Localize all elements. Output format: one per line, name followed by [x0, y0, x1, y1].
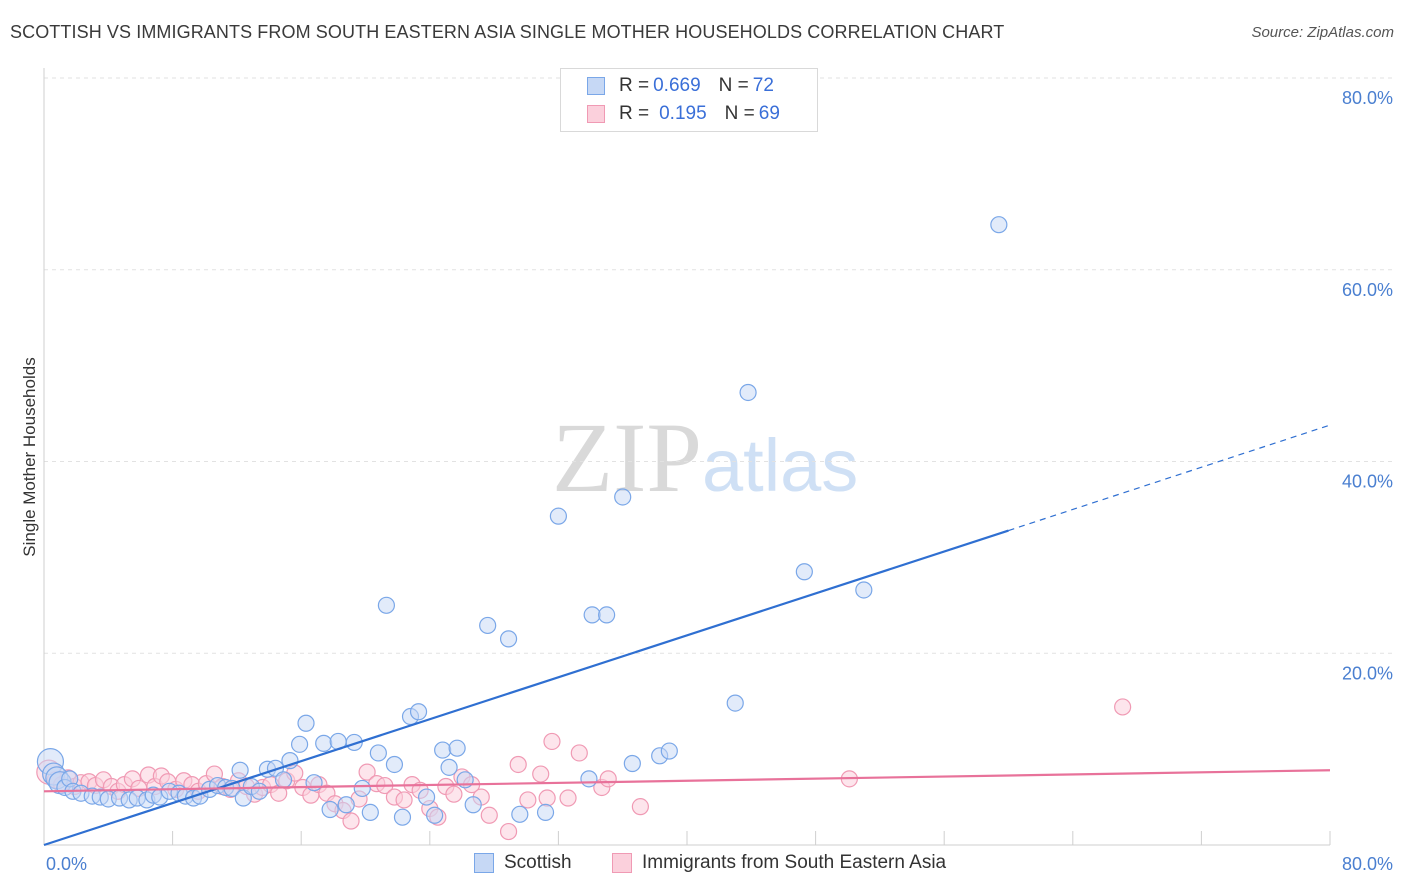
legend-n-value: 72 [752, 75, 774, 96]
point-scottish [385, 755, 404, 774]
watermark-atlas: atlas [702, 424, 859, 507]
legend-item-scottish[interactable]: Scottish [474, 852, 572, 874]
point-scottish [580, 770, 598, 788]
point-immigrants [480, 806, 498, 824]
y-tick-label: 80.0% [1342, 88, 1393, 108]
legend-r-label: R = [619, 75, 650, 96]
legend-swatch-immigrants [612, 853, 632, 873]
point-scottish [315, 734, 333, 752]
point-immigrants [532, 765, 550, 783]
point-scottish [448, 739, 466, 757]
point-immigrants [395, 791, 413, 809]
point-scottish [361, 803, 379, 822]
point-scottish [321, 800, 339, 819]
legend-swatch-scottish [474, 853, 494, 873]
point-scottish [369, 744, 387, 762]
legend-label-immigrants: Immigrants from South Eastern Asia [642, 852, 947, 873]
point-immigrants [570, 744, 588, 762]
legend-n-label: N = [718, 75, 749, 96]
point-scottish [393, 808, 412, 826]
point-immigrants [509, 755, 527, 774]
y-tick-label: 60.0% [1342, 280, 1393, 300]
point-immigrants [358, 763, 376, 781]
point-immigrants [538, 789, 556, 807]
point-scottish [536, 803, 555, 822]
point-scottish [409, 703, 428, 721]
legend-row-immigrants: R = 0.195 N = 69 [587, 102, 780, 126]
x-tick-label: 80.0% [1342, 854, 1393, 874]
axes [43, 68, 1331, 846]
point-scottish [417, 788, 436, 806]
tick-labels: 20.0% 40.0% 60.0% 80.0% 0.0% 80.0% [46, 88, 1393, 874]
point-scottish [795, 563, 813, 581]
legend-n-value: 69 [758, 103, 780, 124]
point-scottish [426, 806, 444, 824]
series-scottish-points [36, 216, 1008, 826]
point-scottish [297, 714, 315, 732]
chart-title: SCOTTISH VS IMMIGRANTS FROM SOUTH EASTER… [10, 22, 1005, 42]
trend-line-immigrants [43, 769, 1331, 793]
point-immigrants [499, 822, 518, 841]
legend-row-scottish: R = 0.669 N = 72 [587, 74, 774, 98]
point-scottish [305, 774, 323, 792]
point-immigrants [1114, 698, 1132, 716]
trend-line-scottish-extension [1008, 424, 1331, 532]
x-tick-label: 0.0% [46, 854, 87, 874]
legend-r-value: 0.195 [659, 103, 707, 124]
point-scottish [434, 741, 452, 759]
point-immigrants [445, 785, 463, 803]
source-credit: Source: ZipAtlas.com [1251, 24, 1394, 41]
point-immigrants [519, 791, 537, 809]
point-scottish [337, 796, 355, 814]
point-scottish [660, 742, 678, 760]
point-scottish [250, 782, 269, 800]
point-immigrants [543, 732, 561, 751]
point-scottish [598, 606, 616, 624]
trend-line-scottish [43, 529, 1009, 847]
correlation-legend: R = 0.669 N = 72 R = 0.195 N = 69 [560, 68, 818, 132]
point-scottish [549, 507, 568, 525]
y-tick-label: 40.0% [1342, 472, 1393, 492]
point-scottish [353, 779, 371, 798]
series-legend: Scottish Immigrants from South Eastern A… [0, 852, 1406, 878]
legend-swatch-scottish [587, 77, 605, 95]
point-scottish [231, 761, 249, 779]
point-scottish [464, 796, 482, 814]
point-scottish [739, 383, 757, 402]
y-tick-label: 20.0% [1342, 663, 1393, 683]
legend-n-label: N = [724, 103, 755, 124]
legend-r-label: R = [619, 103, 650, 124]
point-scottish [623, 754, 641, 773]
point-immigrants [631, 798, 649, 816]
point-scottish [290, 735, 309, 753]
point-scottish [990, 216, 1008, 234]
point-scottish [726, 694, 744, 712]
trend-lines [43, 424, 1331, 847]
legend-swatch-immigrants [587, 105, 605, 123]
point-scottish [499, 630, 518, 648]
series-immigrants-points [36, 698, 1132, 841]
point-scottish [440, 758, 458, 776]
y-axis-label: Single Mother Households [20, 357, 39, 556]
point-scottish [614, 488, 632, 506]
point-scottish [274, 771, 293, 789]
grid-lines [44, 77, 1394, 654]
point-scottish [377, 596, 395, 614]
point-scottish [345, 733, 363, 752]
point-scottish [855, 581, 873, 599]
point-scottish [479, 616, 497, 635]
legend-label-scottish: Scottish [504, 852, 572, 873]
point-scottish [511, 805, 529, 823]
point-immigrants [599, 770, 617, 788]
point-scottish [583, 606, 601, 624]
point-immigrants [342, 812, 360, 830]
legend-item-immigrants[interactable]: Immigrants from South Eastern Asia [612, 852, 946, 874]
point-immigrants [559, 789, 577, 807]
legend-r-value: 0.669 [653, 75, 701, 96]
